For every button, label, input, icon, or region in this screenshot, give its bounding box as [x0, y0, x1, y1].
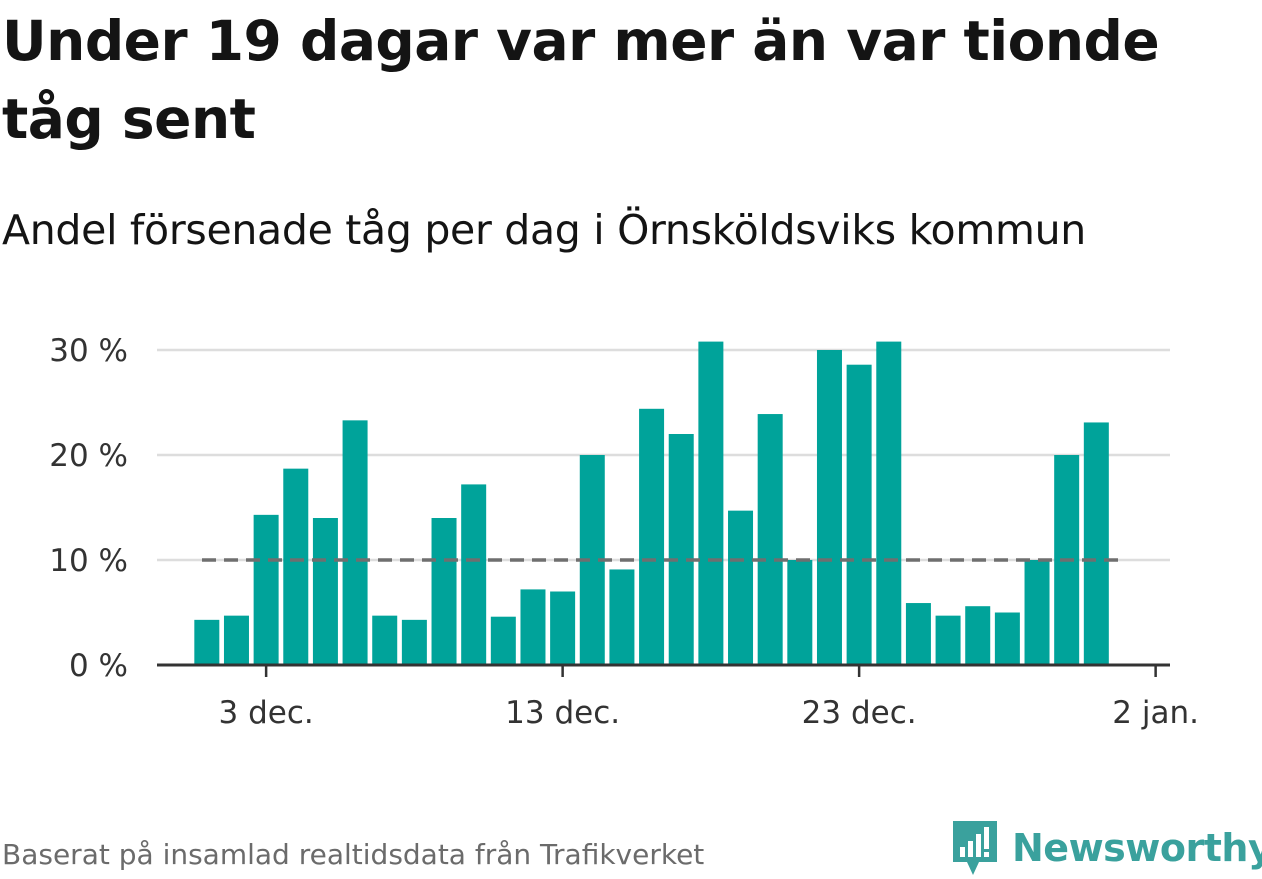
bar [1083, 422, 1109, 665]
x-tick-label: 2 jan. [1112, 695, 1199, 731]
bar [668, 434, 694, 665]
bar [550, 591, 576, 665]
bar [431, 518, 457, 665]
x-tick-label: 13 dec. [505, 695, 620, 731]
x-tick-label: 23 dec. [802, 695, 917, 731]
bar [490, 616, 516, 665]
axes [157, 663, 1170, 677]
y-tick-label: 20 % [49, 438, 128, 474]
bar [520, 589, 546, 665]
bar-chart: 0 % 10 % 20 % 30 % 3 dec. 13 dec. 23 dec. 2 jan… [49, 333, 1199, 731]
bar [372, 615, 398, 665]
chart-subtitle: Andel försenade tåg per dag i Örnsköldsv… [2, 206, 1086, 254]
bar [757, 414, 783, 665]
brand-name: Newsworthy [1012, 826, 1262, 870]
newsworthy-logo-icon [953, 821, 997, 875]
bar [342, 420, 368, 665]
bar [283, 468, 309, 665]
bar [787, 560, 813, 665]
chart-title: Under 19 dagar var mer än var tionde tåg… [2, 9, 1160, 151]
bar [194, 619, 220, 665]
x-tick-label: 3 dec. [219, 695, 314, 731]
bar [965, 606, 991, 665]
tick-labels: 0 % 10 % 20 % 30 % 3 dec. 13 dec. 23 dec. 2 jan… [49, 333, 1199, 731]
bars [194, 341, 1109, 665]
bar [994, 612, 1020, 665]
bar [698, 341, 724, 665]
y-tick-label: 0 % [69, 648, 128, 684]
bar [1024, 560, 1050, 665]
y-tick-label: 10 % [49, 543, 128, 579]
bar [223, 615, 249, 665]
bar [609, 569, 635, 665]
bar [846, 364, 872, 665]
newsworthy-logo[interactable]: Newsworthy [950, 818, 1262, 878]
y-tick-label: 30 % [49, 333, 128, 369]
bar [639, 408, 665, 665]
bar [816, 350, 842, 665]
bar [401, 619, 427, 665]
source-note: Baserat på insamlad realtidsdata från Tr… [2, 838, 705, 871]
bar [312, 518, 338, 665]
bar [905, 603, 931, 665]
bar [876, 341, 902, 665]
bar [728, 510, 754, 665]
bar [461, 484, 487, 665]
bar [253, 514, 279, 665]
bar [935, 615, 961, 665]
